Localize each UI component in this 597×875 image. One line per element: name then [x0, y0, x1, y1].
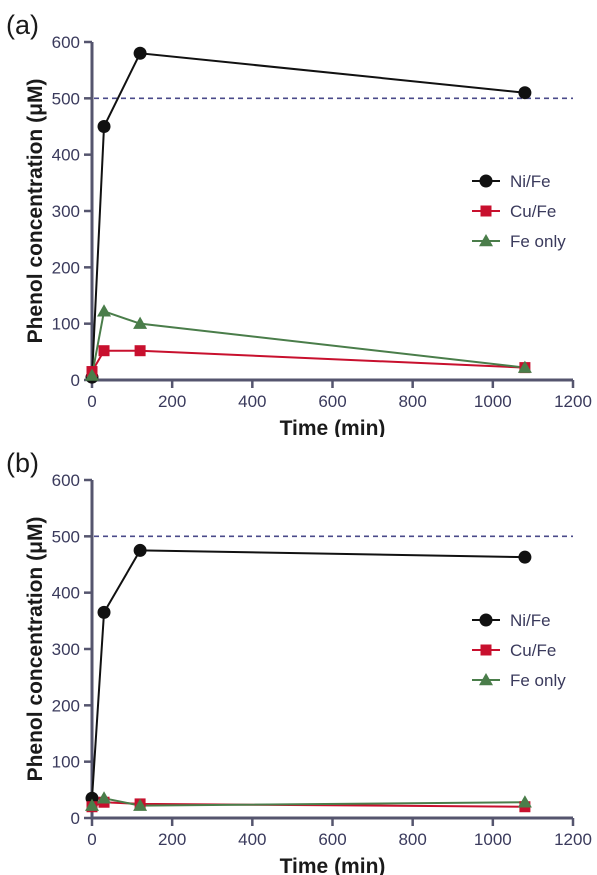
chart-a-svg: (a) 0 100 200 300 400 500 600 0 200 400 600 800 1000 1… [6, 10, 592, 437]
chart-b-svg: (b) 0 100 200 300 400 500 600 0 200 400 600 800 1000 1… [6, 448, 592, 875]
data-point-fe-only [97, 791, 112, 804]
legend-label-fe-only: Fe only [510, 232, 566, 251]
series-line-cu-fe [91, 801, 525, 808]
y-tick-label: 100 [52, 315, 80, 334]
series-points-ni-fe [85, 543, 532, 805]
legend-label-ni-fe: Ni/Fe [510, 172, 551, 191]
x-tick-label: 600 [318, 830, 346, 849]
series-line-ni-fe [91, 549, 525, 799]
y-tick-label: 500 [52, 527, 80, 546]
data-point-cu-fe [98, 345, 110, 357]
data-point-ni-fe [133, 543, 147, 557]
data-point-fe-only [517, 360, 532, 373]
x-tick-label: 800 [398, 830, 426, 849]
data-point-fe-only [97, 304, 112, 317]
legend-marker-ni-fe [479, 174, 493, 188]
series-line-cu-fe [91, 349, 525, 373]
x-tick-label: 400 [238, 830, 266, 849]
x-tick-label: 1200 [554, 392, 592, 411]
y-tick-label: 400 [52, 584, 80, 603]
data-point-ni-fe [97, 120, 111, 133]
x-tick-label: 200 [158, 392, 186, 411]
y-axis-title: Phenol concentration (μM) [24, 517, 47, 782]
y-tick-label: 400 [52, 146, 80, 165]
x-tick-label: 800 [398, 392, 426, 411]
y-tick-label: 300 [52, 202, 80, 221]
series-points-fe-only [85, 304, 532, 381]
x-tick-label: 1000 [474, 830, 512, 849]
series-points-fe-only [85, 791, 532, 811]
y-tick-label: 500 [52, 89, 80, 108]
legend-marker-cu-fe [480, 205, 492, 217]
legend-marker-ni-fe [479, 613, 493, 627]
y-tick-label: 0 [71, 371, 80, 390]
data-point-ni-fe [518, 550, 532, 564]
y-tick-label: 100 [52, 753, 80, 772]
y-tick-label: 300 [52, 640, 80, 659]
chart-panel-a: (a) 0 100 200 300 400 500 600 0 200 400 600 800 1000 1… [0, 0, 597, 437]
data-point-fe-only [517, 795, 532, 808]
legend: Ni/Fe Cu/Fe Fe only [472, 611, 566, 690]
legend-marker-fe-only [479, 234, 493, 247]
y-tick-label: 200 [52, 696, 80, 715]
legend: Ni/Fe Cu/Fe Fe only [472, 172, 566, 251]
data-point-ni-fe [518, 86, 532, 100]
y-tick-label: 200 [52, 258, 80, 277]
panel-label: (a) [6, 10, 39, 40]
legend-label-fe-only: Fe only [510, 671, 566, 690]
x-axis-title: Time (min) [280, 855, 386, 875]
panel-label: (b) [6, 448, 39, 478]
data-point-cu-fe [134, 345, 146, 357]
x-tick-label: 0 [87, 392, 96, 411]
series-line-fe-only [91, 797, 525, 807]
legend-label-ni-fe: Ni/Fe [510, 611, 551, 630]
data-point-fe-only [133, 316, 148, 329]
x-tick-label: 1200 [554, 830, 592, 849]
x-tick-label: 400 [238, 392, 266, 411]
x-tick-label: 600 [318, 392, 346, 411]
legend-label-cu-fe: Cu/Fe [510, 202, 556, 221]
series-line-ni-fe [91, 52, 526, 378]
series-points-ni-fe [85, 46, 532, 384]
y-tick-label: 600 [52, 33, 80, 52]
data-point-ni-fe [133, 46, 147, 60]
legend-label-cu-fe: Cu/Fe [510, 641, 556, 660]
series-line-fe-only [91, 309, 526, 376]
y-tick-label: 0 [71, 809, 80, 828]
legend-marker-fe-only [479, 673, 493, 686]
x-tick-label: 0 [87, 830, 96, 849]
y-tick-label: 600 [52, 471, 80, 490]
y-axis-title: Phenol concentration (μM) [24, 79, 47, 344]
x-tick-label: 200 [158, 830, 186, 849]
data-point-fe-only [85, 798, 99, 811]
legend-marker-cu-fe [480, 644, 492, 656]
x-axis-title: Time (min) [280, 417, 386, 437]
data-point-fe-only [133, 798, 148, 811]
x-tick-label: 1000 [474, 392, 512, 411]
chart-panel-b: (b) 0 100 200 300 400 500 600 0 200 400 600 800 1000 1… [0, 438, 597, 875]
data-point-fe-only [85, 368, 99, 381]
data-point-ni-fe [97, 605, 111, 619]
